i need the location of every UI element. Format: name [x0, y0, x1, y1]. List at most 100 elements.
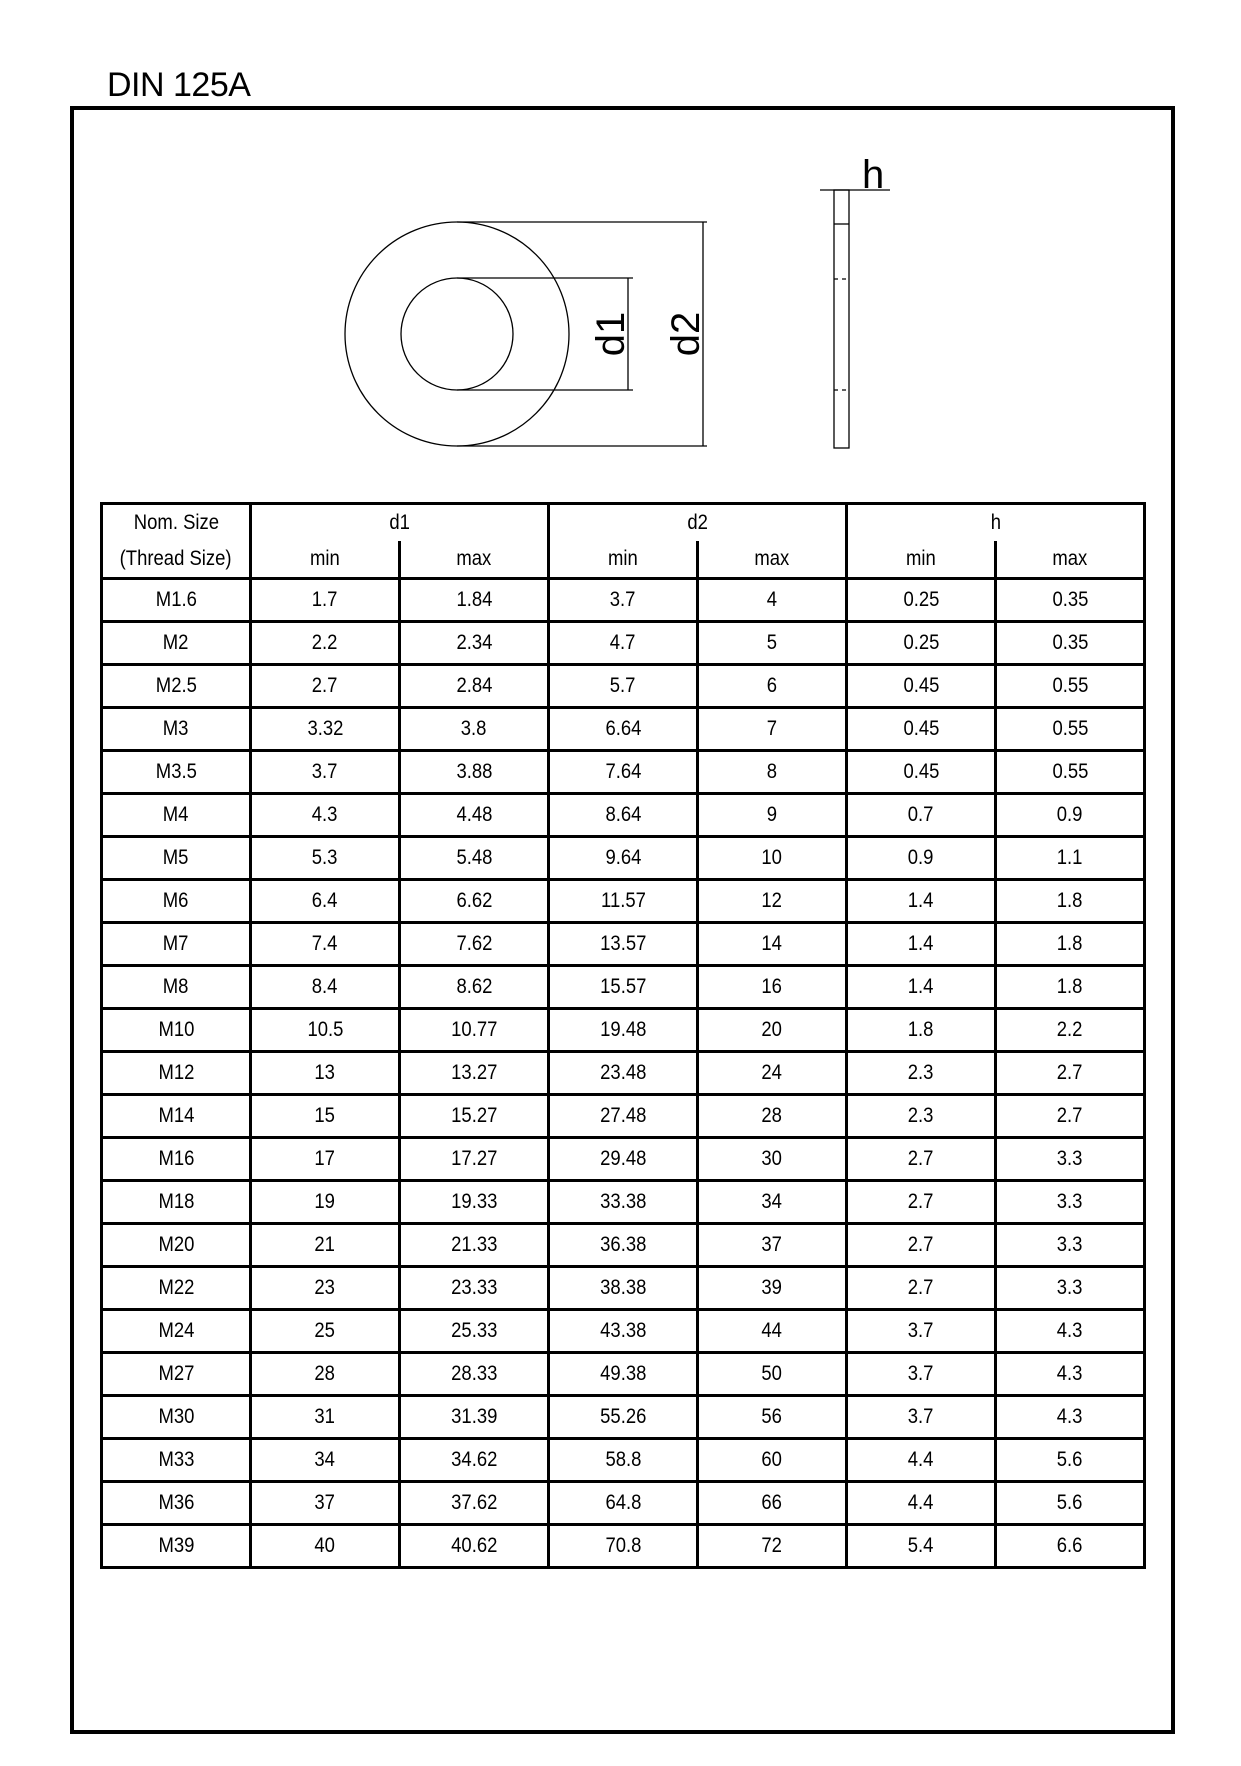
cell-d2-min: 55.26	[547, 1394, 699, 1440]
header-d1-min: min	[249, 541, 401, 580]
cell-d2-min: 43.38	[547, 1308, 699, 1354]
cell-h-min: 3.7	[845, 1351, 997, 1397]
cell-nom-size: M4	[100, 792, 252, 838]
cell-nom-size: M33	[100, 1437, 252, 1483]
cell-d2-min: 5.7	[547, 663, 699, 709]
cell-d1-max: 7.62	[398, 921, 550, 967]
cell-d2-max: 30	[696, 1136, 848, 1182]
header-row-groups: Nom. Size d1 d2 h	[100, 502, 1146, 541]
cell-d2-max: 10	[696, 835, 848, 881]
d2-label: d2	[664, 312, 708, 357]
cell-d2-min: 7.64	[547, 749, 699, 795]
cell-d1-max: 4.48	[398, 792, 550, 838]
cell-nom-size: M10	[100, 1007, 252, 1053]
cell-d1-min: 5.3	[249, 835, 401, 881]
cell-d2-min: 58.8	[547, 1437, 699, 1483]
cell-h-min: 1.4	[845, 964, 997, 1010]
cell-h-max: 4.3	[994, 1351, 1146, 1397]
cell-h-min: 4.4	[845, 1480, 997, 1526]
table-row: M7 7.4 7.62 13.57 14 1.4 1.8	[100, 921, 1146, 967]
cell-d2-min: 13.57	[547, 921, 699, 967]
cell-nom-size: M1.6	[100, 577, 252, 623]
table-row: M36 37 37.62 64.8 66 4.4 5.6	[100, 1480, 1146, 1526]
cell-d1-min: 23	[249, 1265, 401, 1311]
cell-d2-max: 4	[696, 577, 848, 623]
cell-d2-max: 5	[696, 620, 848, 666]
h-label: h	[862, 153, 884, 197]
cell-d1-min: 34	[249, 1437, 401, 1483]
cell-d1-max: 1.84	[398, 577, 550, 623]
cell-h-max: 0.35	[994, 620, 1146, 666]
cell-d2-max: 28	[696, 1093, 848, 1139]
cell-d2-min: 49.38	[547, 1351, 699, 1397]
cell-d2-min: 15.57	[547, 964, 699, 1010]
d1-label: d1	[589, 312, 633, 357]
cell-d1-min: 10.5	[249, 1007, 401, 1053]
cell-d2-min: 23.48	[547, 1050, 699, 1096]
cell-d2-max: 20	[696, 1007, 848, 1053]
cell-h-min: 0.25	[845, 577, 997, 623]
cell-h-min: 2.7	[845, 1222, 997, 1268]
cell-h-max: 5.6	[994, 1437, 1146, 1483]
header-group-d1: d1	[249, 502, 550, 541]
cell-nom-size: M14	[100, 1093, 252, 1139]
header-d2-max: max	[696, 541, 848, 580]
cell-h-min: 0.9	[845, 835, 997, 881]
cell-d1-max: 2.34	[398, 620, 550, 666]
cell-d1-min: 19	[249, 1179, 401, 1225]
cell-nom-size: M8	[100, 964, 252, 1010]
cell-nom-size: M7	[100, 921, 252, 967]
cell-d1-max: 31.39	[398, 1394, 550, 1440]
cell-h-max: 4.3	[994, 1308, 1146, 1354]
cell-h-min: 0.45	[845, 663, 997, 709]
cell-h-max: 6.6	[994, 1523, 1146, 1569]
cell-d1-min: 25	[249, 1308, 401, 1354]
cell-d1-min: 31	[249, 1394, 401, 1440]
cell-h-min: 2.7	[845, 1265, 997, 1311]
cell-d1-min: 28	[249, 1351, 401, 1397]
cell-d2-min: 19.48	[547, 1007, 699, 1053]
cell-d1-max: 34.62	[398, 1437, 550, 1483]
cell-d2-max: 72	[696, 1523, 848, 1569]
cell-d1-min: 37	[249, 1480, 401, 1526]
washer-side-view	[833, 189, 850, 449]
table-row: M16 17 17.27 29.48 30 2.7 3.3	[100, 1136, 1146, 1182]
table-row: M5 5.3 5.48 9.64 10 0.9 1.1	[100, 835, 1146, 881]
cell-d1-min: 17	[249, 1136, 401, 1182]
cell-nom-size: M24	[100, 1308, 252, 1354]
cell-nom-size: M12	[100, 1050, 252, 1096]
table-row: M3.5 3.7 3.88 7.64 8 0.45 0.55	[100, 749, 1146, 795]
table-row: M2 2.2 2.34 4.7 5 0.25 0.35	[100, 620, 1146, 666]
cell-h-max: 1.8	[994, 964, 1146, 1010]
cell-h-max: 0.9	[994, 792, 1146, 838]
table-row: M12 13 13.27 23.48 24 2.3 2.7	[100, 1050, 1146, 1096]
cell-h-min: 0.45	[845, 706, 997, 752]
cell-d2-max: 14	[696, 921, 848, 967]
cell-d2-min: 70.8	[547, 1523, 699, 1569]
header-h-min: min	[845, 541, 997, 580]
cell-d1-max: 3.8	[398, 706, 550, 752]
cell-h-min: 2.7	[845, 1179, 997, 1225]
table-row: M10 10.5 10.77 19.48 20 1.8 2.2	[100, 1007, 1146, 1053]
cell-nom-size: M16	[100, 1136, 252, 1182]
table-row: M3 3.32 3.8 6.64 7 0.45 0.55	[100, 706, 1146, 752]
cell-d1-min: 13	[249, 1050, 401, 1096]
cell-d1-min: 6.4	[249, 878, 401, 924]
cell-d2-min: 38.38	[547, 1265, 699, 1311]
table-row: M18 19 19.33 33.38 34 2.7 3.3	[100, 1179, 1146, 1225]
table-row: M30 31 31.39 55.26 56 3.7 4.3	[100, 1394, 1146, 1440]
drawing-frame	[70, 106, 1175, 1734]
cell-d1-max: 3.88	[398, 749, 550, 795]
cell-d2-max: 66	[696, 1480, 848, 1526]
cell-h-max: 3.3	[994, 1179, 1146, 1225]
cell-h-max: 1.8	[994, 878, 1146, 924]
table-row: M1.6 1.7 1.84 3.7 4 0.25 0.35	[100, 577, 1146, 623]
cell-nom-size: M22	[100, 1265, 252, 1311]
cell-h-max: 3.3	[994, 1222, 1146, 1268]
washer-inner-circle	[400, 277, 514, 391]
cell-d2-min: 3.7	[547, 577, 699, 623]
cell-h-min: 1.4	[845, 921, 997, 967]
cell-h-min: 0.7	[845, 792, 997, 838]
cell-d1-min: 15	[249, 1093, 401, 1139]
table-row: M8 8.4 8.62 15.57 16 1.4 1.8	[100, 964, 1146, 1010]
